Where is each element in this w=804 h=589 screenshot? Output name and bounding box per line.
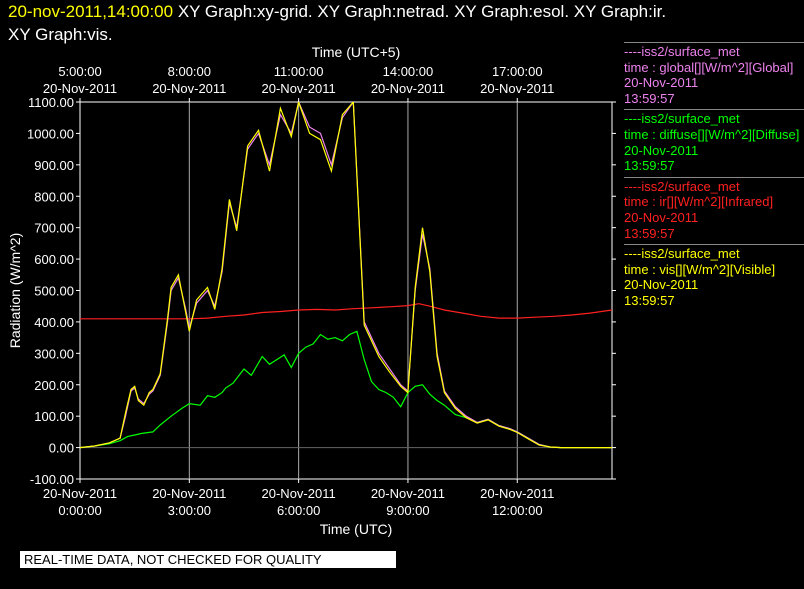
x-tick-label-time: 6:00:00 — [277, 503, 320, 518]
legend-time: 13:59:57 — [624, 292, 675, 308]
y-tick-label: 100.00 — [34, 409, 74, 424]
x-top-tick-label-time: 8:00:00 — [168, 64, 211, 79]
y-tick-label: 300.00 — [34, 346, 74, 361]
y-axis-label: Radiation (W/m^2) — [7, 233, 23, 349]
x-axis-label-top: Time (UTC+5) — [312, 44, 401, 60]
legend-date: 20-Nov-2011 — [624, 75, 699, 91]
legend-date: 20-Nov-2011 — [624, 277, 699, 293]
legend-time: 13:59:57 — [624, 158, 675, 174]
legend-source: ----iss2/surface_met — [624, 246, 740, 262]
series-line-ir — [80, 303, 612, 320]
legend-var: time : vis[][W/m^2][Visible] — [624, 261, 776, 277]
x-top-tick-label-date: 20-Nov-2011 — [43, 81, 117, 96]
quality-notice: REAL-TIME DATA, NOT CHECKED FOR QUALITY — [20, 551, 396, 568]
header-graph-list: XY Graph:xy-grid. XY Graph:netrad. XY Gr… — [173, 2, 667, 21]
y-tick-label: 600.00 — [34, 252, 74, 267]
y-tick-label: 0.00 — [49, 441, 74, 456]
x-top-tick-label-date: 20-Nov-2011 — [262, 81, 336, 96]
legend: ----iss2/surface_met time : global[][W/m^… — [624, 42, 804, 312]
legend-source: ----iss2/surface_met — [624, 178, 740, 194]
x-top-tick-label-date: 20-Nov-2011 — [371, 81, 445, 96]
x-top-tick-label-time: 14:00:00 — [383, 64, 434, 79]
legend-date: 20-Nov-2011 — [624, 209, 699, 225]
x-top-tick-label-time: 5:00:00 — [58, 64, 101, 79]
y-tick-label: 500.00 — [34, 284, 74, 299]
y-tick-label: 400.00 — [34, 315, 74, 330]
x-tick-label-date: 20-Nov-2011 — [262, 486, 336, 501]
x-tick-label-time: 0:00:00 — [58, 503, 101, 518]
y-tick-label: 700.00 — [34, 221, 74, 236]
header-title-line2: XY Graph:vis. — [8, 25, 113, 44]
y-tick-label: 1000.00 — [27, 126, 74, 141]
legend-date: 20-Nov-2011 — [624, 142, 699, 158]
x-top-tick-label-date: 20-Nov-2011 — [480, 81, 554, 96]
legend-entry: ----iss2/surface_met time : ir[][W/m^2][I… — [624, 176, 804, 241]
x-tick-label-date: 20-Nov-2011 — [152, 486, 226, 501]
legend-entry: ----iss2/surface_met time : vis[][W/m^2][… — [624, 244, 804, 308]
x-tick-label-date: 20-Nov-2011 — [480, 486, 554, 501]
legend-var: time : diffuse[][W/m^2][Diffuse] — [624, 126, 800, 142]
header-title-line1: 20-nov-2011,14:00:00 XY Graph:xy-grid. X… — [8, 2, 666, 22]
series-line-global — [80, 102, 612, 449]
legend-source: ----iss2/surface_met — [624, 111, 740, 127]
legend-entry: ----iss2/surface_met time : diffuse[][W/m… — [624, 109, 804, 173]
legend-var: time : global[][W/m^2][Global] — [624, 59, 794, 75]
series-line-diffuse — [80, 330, 612, 449]
x-tick-label-time: 9:00:00 — [386, 503, 429, 518]
plot-frame — [79, 101, 613, 480]
legend-source: ----iss2/surface_met — [624, 44, 740, 59]
legend-var: time : ir[][W/m^2][Infrared] — [624, 194, 774, 210]
x-axis-label: Time (UTC) — [320, 521, 393, 537]
y-tick-label: 800.00 — [34, 189, 74, 204]
y-tick-label: 1100.00 — [28, 95, 74, 110]
x-tick-label-time: 12:00:00 — [492, 503, 543, 518]
x-tick-label-time: 3:00:00 — [168, 503, 211, 518]
legend-entry: ----iss2/surface_met time : global[][W/m^… — [624, 42, 804, 106]
x-top-tick-label-time: 17:00:00 — [492, 64, 543, 79]
legend-time: 13:59:57 — [624, 225, 675, 241]
y-tick-label: 900.00 — [34, 158, 74, 173]
y-tick-label: 200.00 — [34, 378, 74, 393]
series-line-vis — [80, 102, 612, 449]
header-timestamp: 20-nov-2011,14:00:00 — [8, 2, 174, 21]
legend-time: 13:59:57 — [624, 90, 675, 106]
y-tick-label: -100.00 — [30, 472, 74, 487]
x-tick-label-date: 20-Nov-2011 — [371, 486, 445, 501]
x-top-tick-label-date: 20-Nov-2011 — [152, 81, 226, 96]
x-top-tick-label-time: 11:00:00 — [274, 64, 324, 79]
x-tick-label-date: 20-Nov-2011 — [43, 486, 117, 501]
